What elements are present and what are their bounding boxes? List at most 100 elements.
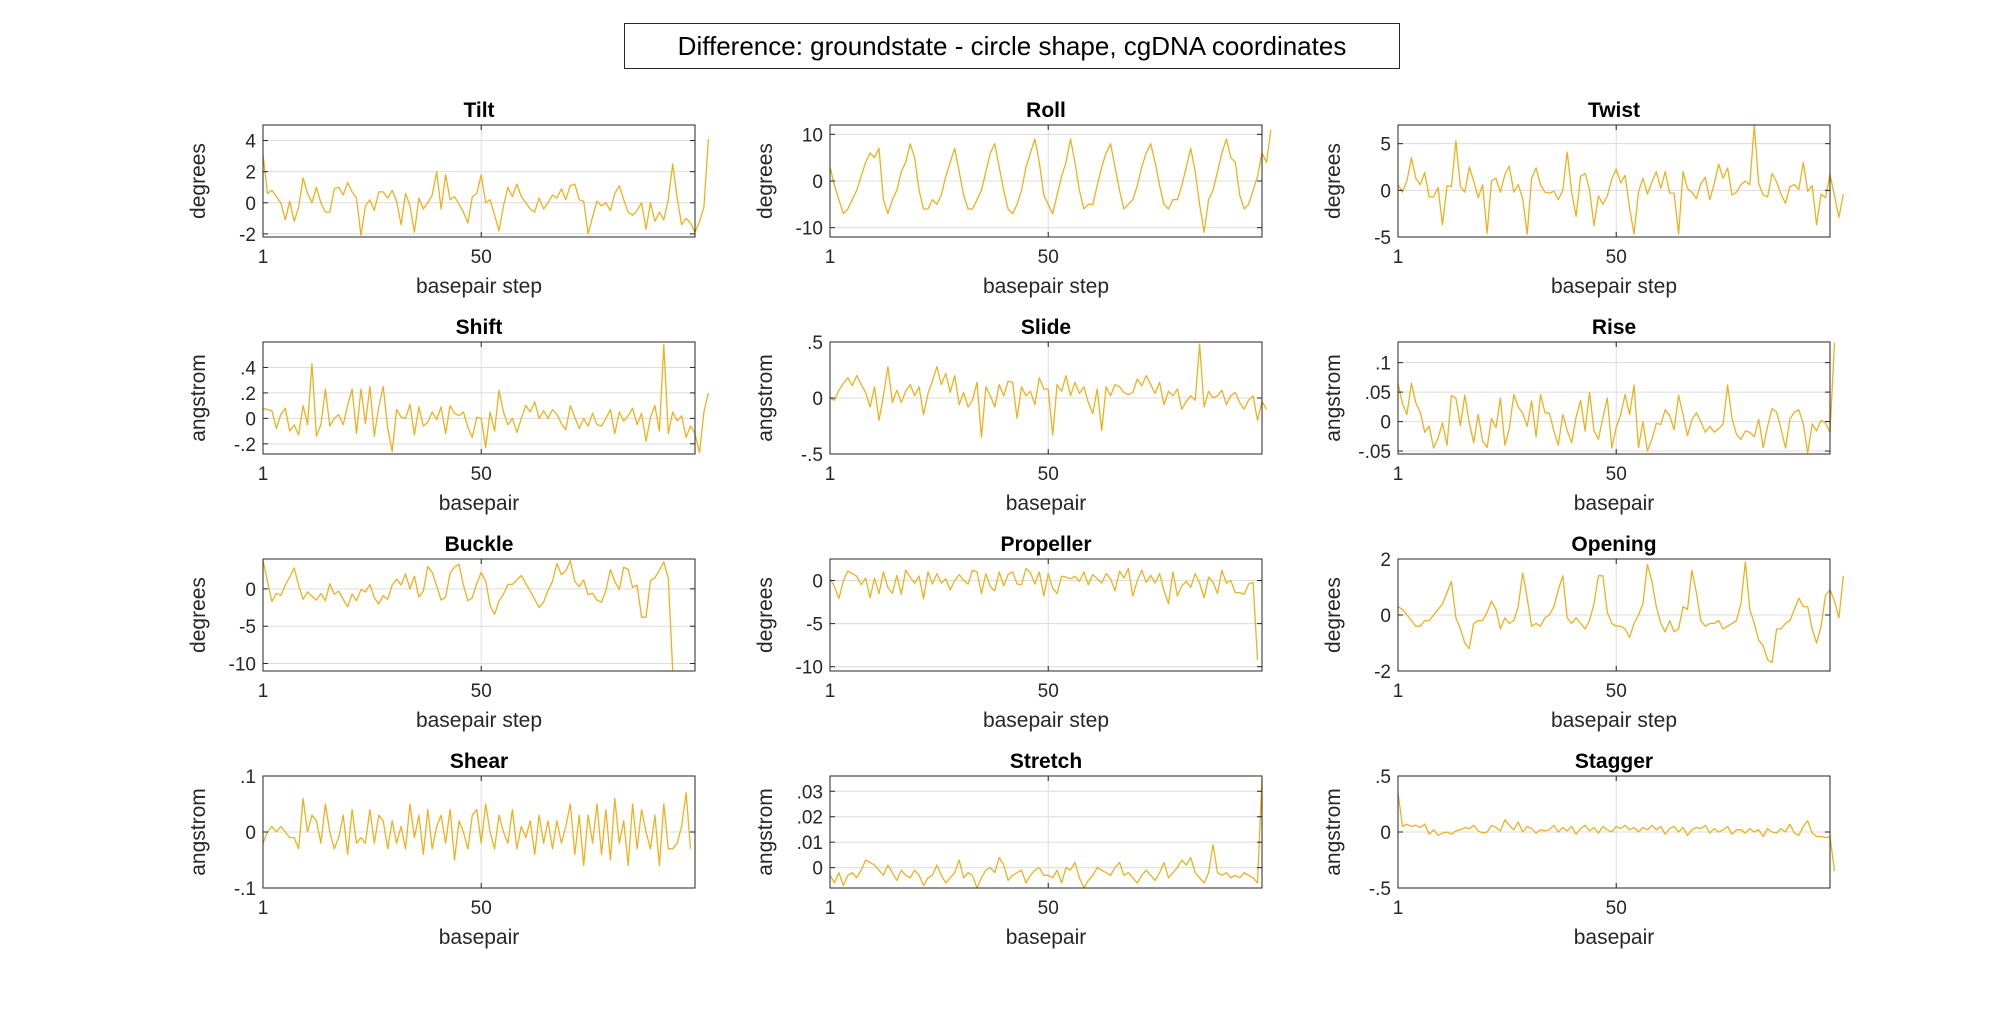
series-line-stagger [1397,792,1836,872]
y-tick-label: -10 [796,219,823,240]
y-tick-label: .05 [1365,383,1391,404]
subplot-opening: 1 50 -2 0 2 Opening basepair step degrees [1322,533,1845,732]
series-line-rise [1397,342,1836,454]
y-tick-label: .4 [240,358,256,379]
y-tick-label: -2 [239,225,256,246]
series-line-slide [829,343,1268,438]
y-axis-label: degrees [187,577,210,653]
y-tick-label: -.5 [1369,879,1391,900]
y-tick-label: 0 [1380,823,1391,844]
y-tick-label: -2 [1374,662,1391,683]
x-axis-label: basepair step [983,275,1109,298]
y-tick-label: .5 [807,333,823,354]
series-line-roll [829,129,1272,233]
x-tick-label: 1 [258,247,269,268]
subplot-title: Shift [456,316,503,339]
x-tick-label: 1 [825,464,836,485]
x-tick-label: 50 [1606,898,1627,919]
y-axis-label: degrees [1322,143,1345,219]
series-line-propeller [829,567,1259,660]
subplot-title: Tilt [463,99,494,122]
subplot-title: Rise [1592,316,1636,339]
subplot-title: Stretch [1010,750,1082,773]
y-tick-label: 0 [245,580,256,601]
x-tick-label: 50 [1038,247,1059,268]
x-tick-label: 50 [1606,464,1627,485]
axes-box [262,558,696,672]
series-line-tilt [262,138,710,237]
y-axis-label: degrees [1322,577,1345,653]
subplot-title: Shear [450,750,508,773]
y-tick-label: -10 [229,655,256,676]
y-tick-label: 5 [1380,135,1391,156]
x-tick-label: 1 [258,464,269,485]
y-tick-label: 0 [1380,413,1391,434]
y-axis-label: degrees [754,577,777,653]
series-line-shift [262,343,710,454]
y-tick-label: 0 [812,389,823,410]
subplot-title: Slide [1021,316,1071,339]
x-axis-label: basepair [1574,926,1655,949]
y-axis-label: degrees [754,143,777,219]
figure-title: Difference: groundstate - circle shape, … [624,23,1400,69]
subplot-title: Stagger [1575,750,1653,773]
x-tick-label: 1 [825,247,836,268]
y-tick-label: .01 [797,833,823,854]
series-line-buckle [262,559,674,671]
x-tick-label: 1 [258,898,269,919]
x-axis-label: basepair [439,926,520,949]
y-axis-label: angstrom [754,354,777,442]
y-tick-label: 2 [1380,550,1391,571]
y-axis-label: angstrom [187,354,210,442]
subplot-stretch: 1 50 0 .01 .02 .03 Stretch basepair angstrom [754,750,1263,949]
y-tick-label: 0 [245,194,256,215]
y-tick-label: 4 [245,132,256,153]
subplot-rise: 1 50 -.05 0 .05 .1 Rise basepair angstrom [1322,316,1836,515]
y-tick-label: .1 [240,767,256,788]
y-tick-label: 0 [812,859,823,880]
y-axis-label: angstrom [754,788,777,876]
subplot-slide: 1 50 -.5 0 .5 Slide basepair angstrom [754,316,1268,515]
y-tick-label: -5 [1374,228,1391,249]
series-line-shear [262,792,692,867]
x-tick-label: 50 [1038,681,1059,702]
y-tick-label: .02 [797,808,823,829]
x-tick-label: 50 [1038,898,1059,919]
y-axis-label: angstrom [1322,788,1345,876]
x-tick-label: 50 [471,247,492,268]
axes-box [1397,341,1831,455]
x-tick-label: 1 [1393,681,1404,702]
subplot-propeller: 1 50 -10 -5 0 Propeller basepair step degrees [754,533,1263,732]
y-tick-label: .03 [797,782,823,803]
y-tick-label: .1 [1375,354,1391,375]
y-axis-label: degrees [187,143,210,219]
y-tick-label: -.05 [1358,442,1391,463]
y-tick-label: 0 [245,823,256,844]
axes-box [262,341,696,455]
y-tick-label: 10 [802,125,823,146]
y-tick-label: .2 [240,384,256,405]
y-tick-label: -5 [806,615,823,636]
subplot-title: Opening [1571,533,1656,556]
x-tick-label: 1 [1393,898,1404,919]
subplot-title: Roll [1026,99,1066,122]
subplot-title: Twist [1588,99,1640,122]
subplot-stagger: 1 50 -.5 0 .5 Stagger basepair angstrom [1322,750,1836,949]
x-tick-label: 50 [471,464,492,485]
axes-box [829,558,1263,672]
subplot-title: Buckle [445,533,514,556]
x-axis-label: basepair [1574,492,1655,515]
x-tick-label: 50 [471,898,492,919]
y-tick-label: -10 [796,658,823,679]
y-axis-label: angstrom [1322,354,1345,442]
y-tick-label: -.1 [234,879,256,900]
y-tick-label: -5 [239,617,256,638]
subplot-shift: 1 50 -.2 0 .2 .4 Shift basepair angstrom [187,316,710,515]
x-tick-label: 1 [1393,247,1404,268]
y-tick-label: 2 [245,163,256,184]
x-axis-label: basepair [1006,492,1087,515]
x-tick-label: 1 [825,681,836,702]
subplot-roll: 1 50 -10 0 10 Roll basepair step degrees [754,99,1272,298]
